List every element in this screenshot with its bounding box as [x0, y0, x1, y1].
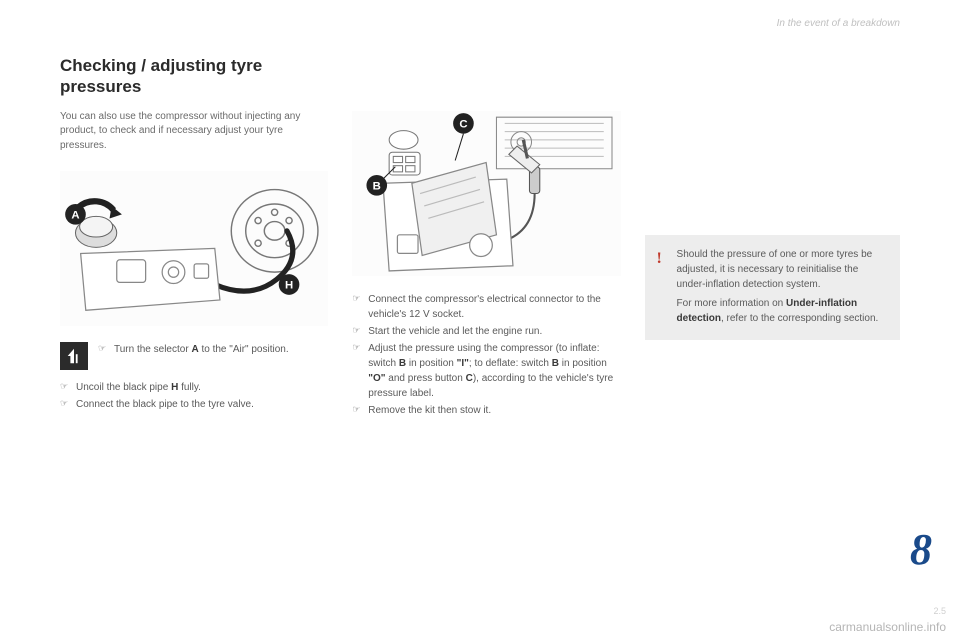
selector-icon	[60, 342, 88, 370]
label-h: H	[285, 280, 293, 292]
intro-text: You can also use the compressor without …	[60, 110, 328, 154]
label-b: B	[373, 180, 381, 192]
callout-p2: For more information on Under-inflation …	[677, 296, 886, 326]
step-start-engine: Start the vehicle and let the engine run…	[352, 324, 620, 339]
label-a: A	[71, 209, 79, 221]
column-right: ! Should the pressure of one or more tyr…	[645, 55, 900, 600]
step-connect-12v: Connect the compressor's electrical conn…	[352, 292, 620, 322]
step-uncoil: Uncoil the black pipe H fully.	[60, 380, 328, 395]
column-middle: C B Connect the compressor's electrical	[352, 55, 620, 600]
step-remove-kit: Remove the kit then stow it.	[352, 403, 620, 418]
step-selector: Turn the selector A to the "Air" positio…	[98, 342, 328, 357]
breadcrumb: In the event of a breakdown	[777, 18, 900, 29]
chapter-number: 8	[910, 524, 932, 575]
warning-callout: ! Should the pressure of one or more tyr…	[645, 235, 900, 340]
label-c: C	[460, 119, 468, 131]
warning-icon: !	[657, 247, 662, 271]
callout-p1: Should the pressure of one or more tyres…	[677, 247, 886, 292]
left-steps: Uncoil the black pipe H fully. Connect t…	[60, 380, 328, 414]
watermark: carmanualsonline.info	[829, 620, 946, 634]
page-title: Checking / adjusting tyre pressures	[60, 55, 328, 98]
figure-compressor-tyre: H A	[60, 171, 328, 326]
page-number: 2.5	[933, 606, 946, 616]
selector-instruction: Turn the selector A to the "Air" positio…	[60, 342, 328, 370]
page-content: Checking / adjusting tyre pressures You …	[60, 55, 900, 600]
column-left: Checking / adjusting tyre pressures You …	[60, 55, 328, 600]
step-adjust-pressure: Adjust the pressure using the compressor…	[352, 341, 620, 401]
figure-compressor-socket: C B	[352, 111, 620, 276]
step-connect-valve: Connect the black pipe to the tyre valve…	[60, 397, 328, 412]
mid-steps: Connect the compressor's electrical conn…	[352, 292, 620, 420]
